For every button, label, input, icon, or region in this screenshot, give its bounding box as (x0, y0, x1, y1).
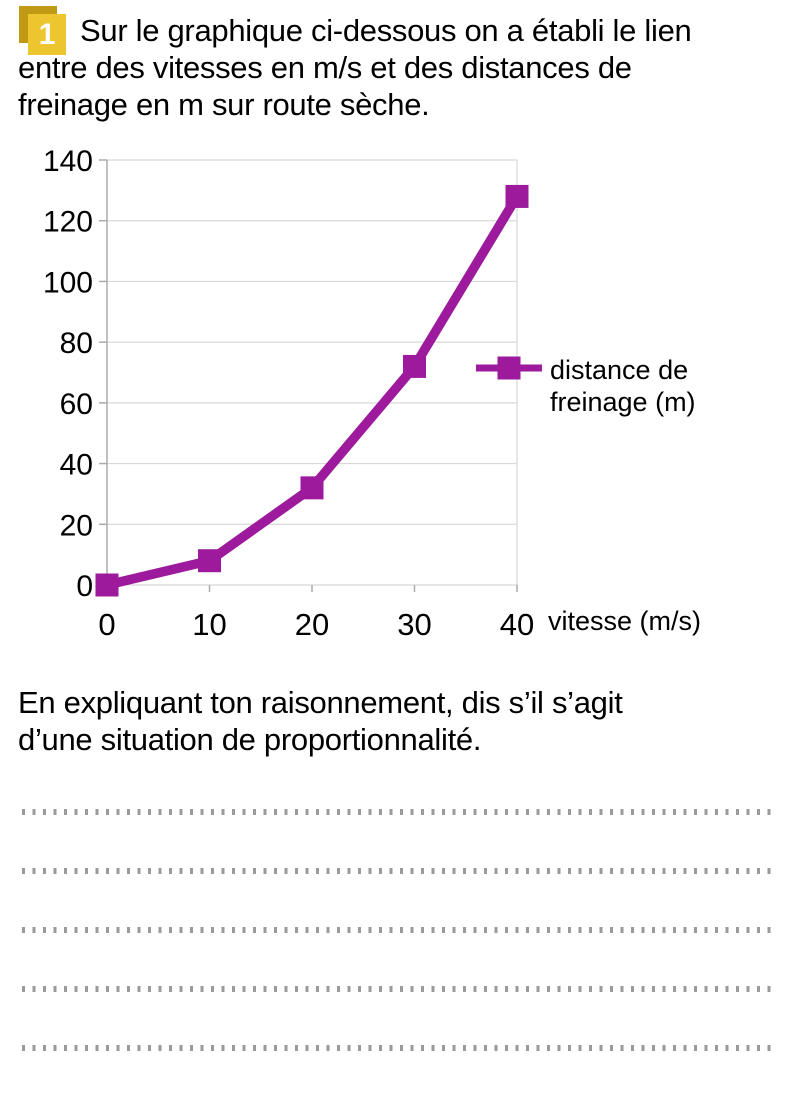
x-tick-label: 0 (98, 607, 115, 642)
x-tick-label: 30 (397, 607, 431, 642)
y-tick-label: 20 (60, 509, 93, 542)
x-axis-title: vitesse (m/s) (548, 606, 701, 636)
chart-svg: 0 20 40 60 80 100 120 140 0 10 20 30 40 vitesse (m/s)… (43, 145, 701, 642)
x-tick-label: 20 (295, 607, 329, 642)
exercise-statement: 1 Sur le graphique ci-dessous on a établ… (18, 6, 793, 123)
data-point-marker (95, 573, 119, 597)
question-line: d’une situation de proportionnalité. (18, 722, 482, 757)
y-tick-label: 80 (60, 327, 93, 360)
x-tick-label: 40 (500, 607, 534, 642)
data-point-marker (198, 549, 221, 573)
question-line: En expliquant ton raisonnement, dis s’il… (18, 685, 623, 720)
braking-distance-chart: 0 20 40 60 80 100 120 140 0 10 20 30 40 vitesse (m/s)… (0, 145, 803, 665)
statement-line: freinage en m sur route sèche. (18, 87, 430, 122)
answer-line (22, 809, 778, 815)
answer-line (22, 1045, 778, 1051)
statement-line: entre des vitesses en m/s et des distanc… (18, 50, 632, 85)
legend-marker-sample (497, 356, 521, 380)
answer-line (22, 927, 778, 933)
question-text: En expliquant ton raisonnement, dis s’il… (18, 684, 793, 758)
gridlines (107, 159, 518, 586)
answer-line (22, 868, 778, 874)
y-tick-label: 60 (60, 388, 93, 421)
data-point-marker (505, 184, 529, 208)
x-tick-label: 10 (192, 607, 226, 642)
y-tick-label: 40 (60, 449, 93, 482)
data-point-marker (300, 476, 324, 500)
legend-label: distance de (550, 355, 688, 385)
legend-label: freinage (m) (550, 387, 696, 417)
statement-line: Sur le graphique ci-dessous on a établi … (80, 13, 692, 48)
data-point-marker (403, 354, 426, 378)
y-tick-label: 120 (43, 206, 93, 239)
y-tick-label: 100 (43, 266, 93, 299)
y-tick-label: 140 (43, 145, 93, 178)
exercise-number: 1 (28, 14, 66, 55)
answer-line (22, 986, 778, 992)
axes (99, 159, 518, 592)
y-tick-label: 0 (76, 570, 93, 603)
exercise-number-badge: 1 (19, 6, 85, 61)
